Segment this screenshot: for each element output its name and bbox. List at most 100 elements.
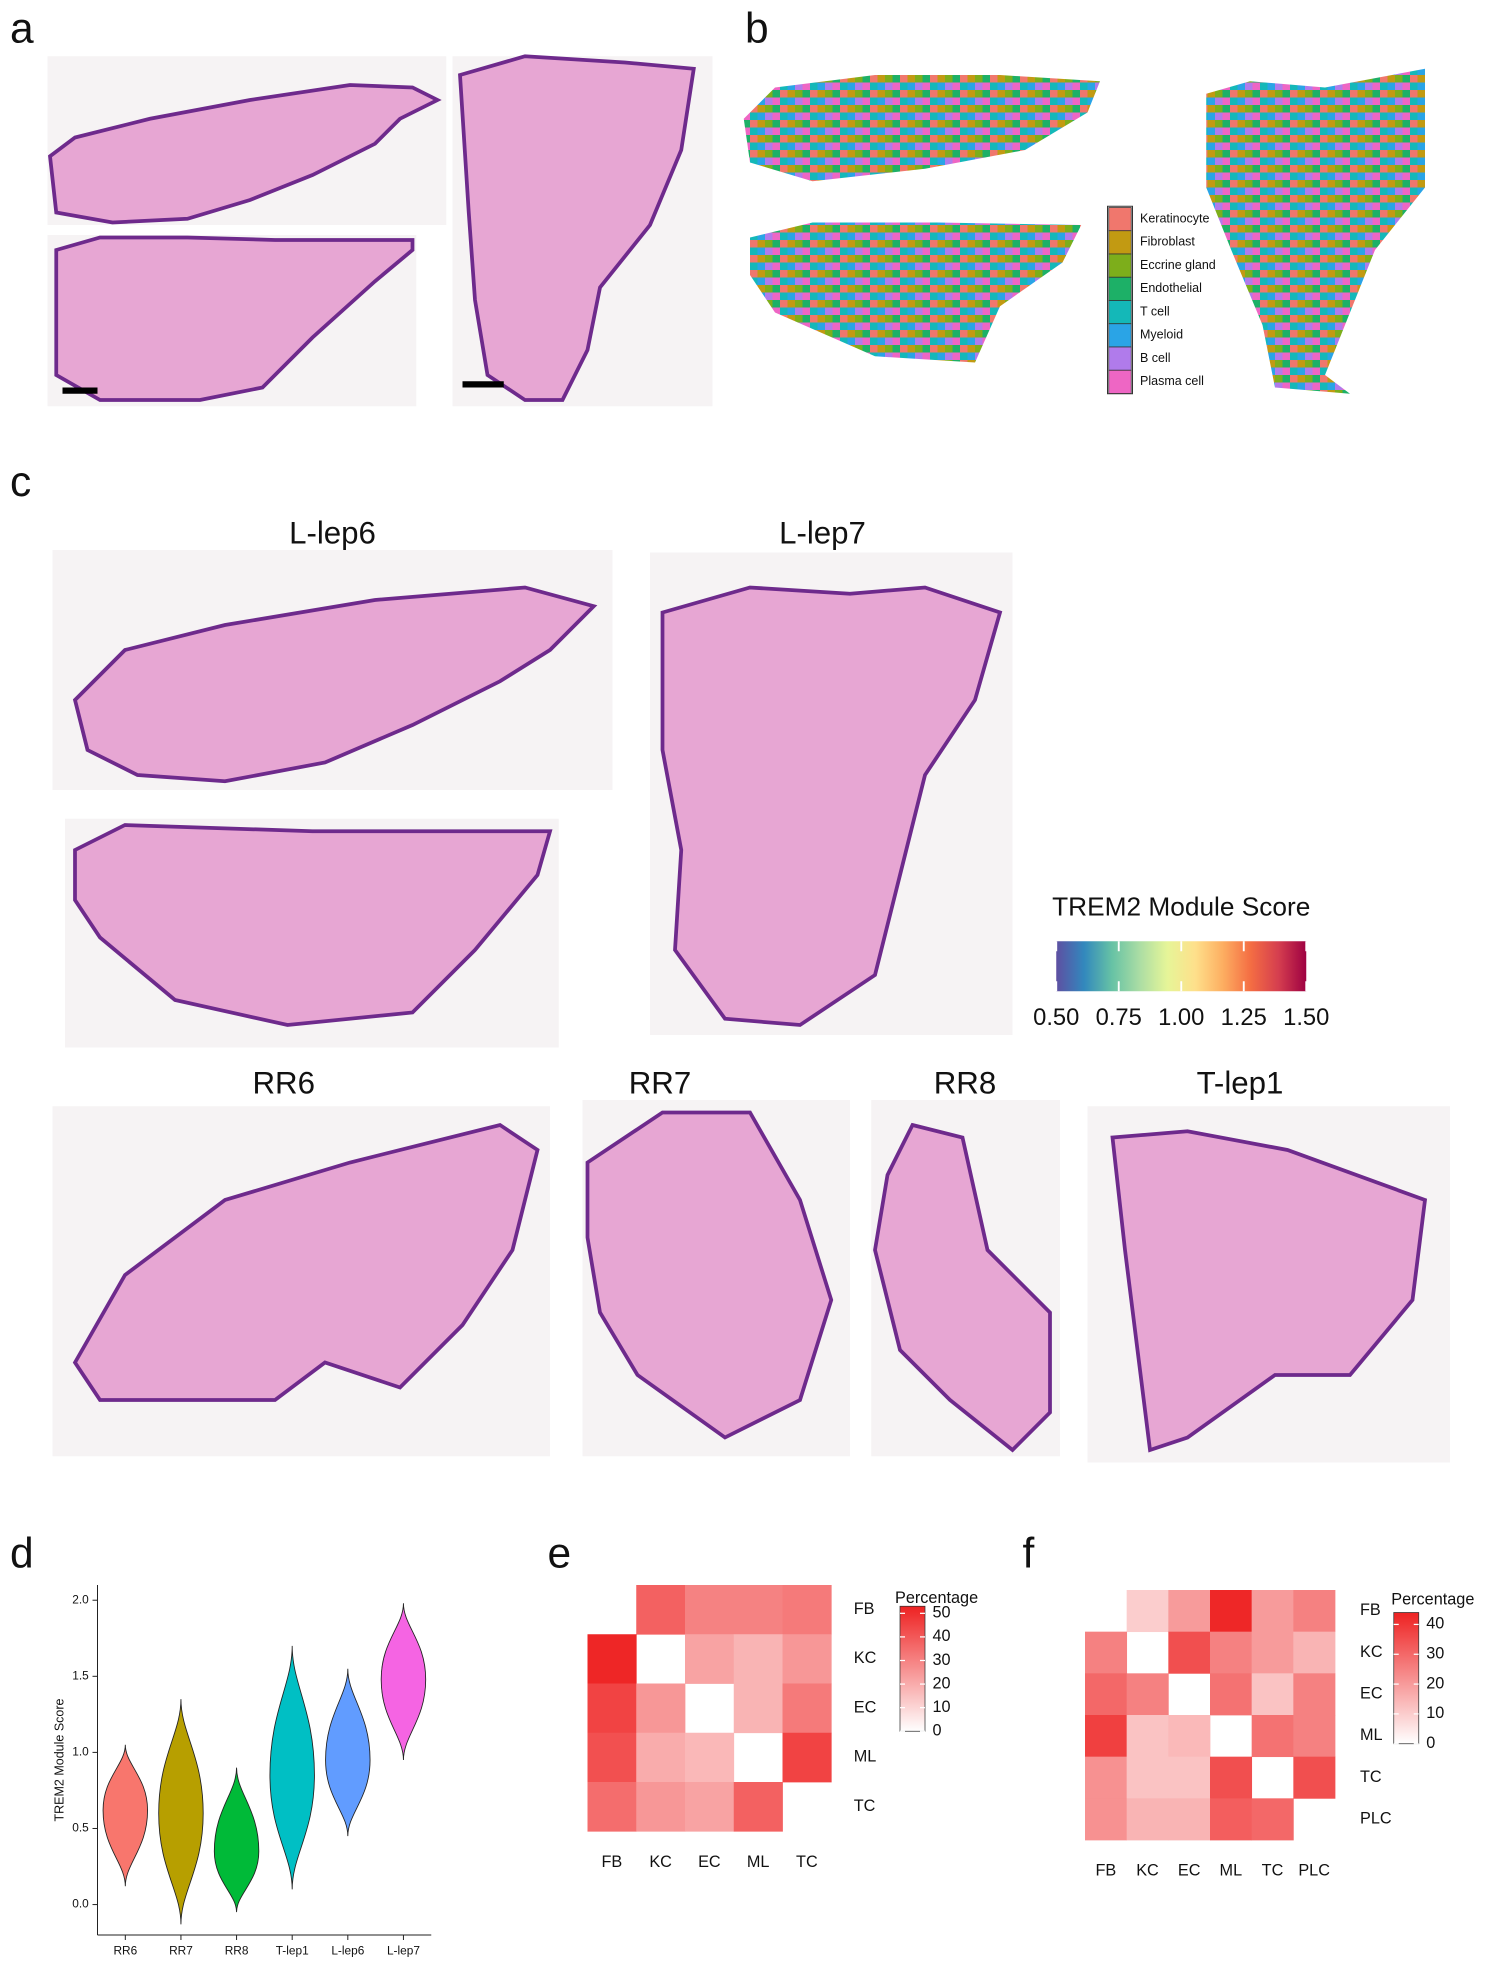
- heatmap-cell: [636, 1782, 686, 1832]
- scale-bar: [462, 381, 504, 388]
- heatmap-cell: [587, 1683, 637, 1734]
- heatmap-cell: [733, 1683, 783, 1734]
- colorbar-tick-label: 20: [1426, 1674, 1444, 1692]
- legend-swatch: [1108, 346, 1132, 371]
- heatmap-cell: [1126, 1798, 1169, 1841]
- spatial-map: [1206, 68, 1425, 394]
- legend-label: Myeloid: [1140, 328, 1183, 342]
- violin: [269, 1645, 315, 1890]
- legend-label: B cell: [1140, 351, 1171, 365]
- heatmap-cell: [733, 1782, 783, 1832]
- heatmap-cell: [1085, 1798, 1128, 1841]
- colorbar-tick-label: 20: [933, 1674, 951, 1692]
- row-label: KC: [854, 1649, 877, 1667]
- colorbar-tick-label: 30: [933, 1651, 951, 1669]
- heatmap-cell: [1126, 1756, 1169, 1799]
- heatmap-cell: [1210, 1590, 1253, 1633]
- legend-title: Percentage: [1391, 1590, 1474, 1608]
- row-label: PLC: [1360, 1809, 1392, 1827]
- tissue: [873, 1122, 1052, 1453]
- y-tick-label: 0.0: [72, 1897, 89, 1911]
- section-title: L-lep7: [779, 515, 866, 550]
- heatmap-cell: [1085, 1756, 1128, 1799]
- heatmap-cell: [782, 1683, 832, 1734]
- legend-label: Fibroblast: [1140, 235, 1195, 249]
- panel-a-images: [47, 54, 713, 407]
- heatmap-cell: [1126, 1715, 1169, 1758]
- heatmap-cell: [1293, 1756, 1336, 1799]
- colorbar-tick-label: 1.50: [1283, 1004, 1329, 1031]
- heatmap-cell: [733, 1634, 783, 1684]
- heatmap-cell: [1085, 1673, 1128, 1716]
- heatmap-cell: [1210, 1673, 1253, 1716]
- tissue: [1110, 1129, 1428, 1453]
- legend-label: Keratinocyte: [1140, 211, 1210, 225]
- legend-label: T cell: [1140, 304, 1170, 318]
- colorbar-gradient: [1393, 1612, 1420, 1745]
- column-label: KC: [1136, 1862, 1159, 1880]
- heatmap-cell: [1168, 1631, 1211, 1674]
- row-label: ML: [1360, 1726, 1383, 1744]
- cell-type-legend: Keratinocyte Fibroblast Eccrine gland Endot…: [1107, 205, 1216, 395]
- violin: [213, 1767, 260, 1913]
- y-tick-label: 1.5: [72, 1668, 89, 1682]
- spatial-map: [750, 222, 1082, 363]
- row-label: KC: [1360, 1643, 1383, 1661]
- scale-bar: [62, 387, 98, 394]
- heatmap-cell: [782, 1634, 832, 1684]
- row-label: TC: [1360, 1768, 1382, 1786]
- heatmap-cell: [1251, 1715, 1294, 1758]
- y-tick-label: 1.0: [72, 1745, 89, 1759]
- section-title: RR8: [934, 1065, 997, 1100]
- heatmap-cell: [1168, 1798, 1211, 1841]
- column-label: EC: [1178, 1862, 1201, 1880]
- column-label: ML: [1220, 1862, 1243, 1880]
- x-tick-label: L-lep6: [331, 1943, 364, 1957]
- colorbar-tick-label: 0.75: [1096, 1004, 1142, 1031]
- heatmap-cell: [1293, 1673, 1336, 1716]
- x-tick-label: L-lep7: [387, 1943, 420, 1957]
- heatmap-cell: [1293, 1715, 1336, 1758]
- heatmap-cell: [782, 1585, 832, 1635]
- colorbar-tick-label: 0: [933, 1722, 942, 1740]
- colorbar-tick-label: 10: [1426, 1704, 1444, 1722]
- heatmap-cell: [1085, 1631, 1128, 1674]
- panel-label: f: [1023, 1530, 1035, 1577]
- colorbar: 0.50 0.75 1.00 1.25 1.50: [1033, 941, 1329, 1031]
- x-tick-label: RR8: [225, 1943, 249, 1957]
- colorbar-title: TREM2 Module Score: [1052, 892, 1310, 922]
- row-label: EC: [1360, 1684, 1383, 1702]
- tissue: [72, 1122, 540, 1402]
- column-label: FB: [601, 1853, 622, 1871]
- section-title: T-lep1: [1197, 1065, 1284, 1100]
- heatmap-cell: [1210, 1631, 1253, 1674]
- legend-swatch: [1108, 230, 1132, 255]
- heatmap-cell: [1251, 1631, 1294, 1674]
- charts: TREM2 Module Score 0.0 0.5 1.0 1.5 2.0 RR6 RR7 R…: [52, 1585, 1474, 1957]
- row-label: EC: [854, 1698, 877, 1716]
- heatmap-cell: [1210, 1756, 1253, 1799]
- row-label: TC: [854, 1797, 876, 1815]
- heatmap-cell: [636, 1732, 686, 1783]
- x-tick-label: T-lep1: [276, 1943, 309, 1957]
- heatmap-cell: [1251, 1798, 1294, 1841]
- heatmap-cell: [587, 1634, 637, 1684]
- legend-swatch: [1108, 300, 1132, 325]
- heatmap-cell: [1168, 1715, 1211, 1758]
- legend-label: Endothelial: [1140, 281, 1202, 295]
- violin: [102, 1744, 149, 1887]
- tissue: [660, 585, 1003, 1027]
- panel-b-maps: [743, 68, 1425, 394]
- heatmap-cell: [1210, 1798, 1253, 1841]
- row-label: ML: [854, 1748, 877, 1766]
- y-tick-label: 2.0: [72, 1592, 89, 1606]
- violin: [325, 1668, 371, 1837]
- heatmap-cell: [1126, 1590, 1169, 1633]
- heatmap-cell: [1293, 1631, 1336, 1674]
- legend-swatch: [1108, 253, 1132, 278]
- tissue: [48, 83, 442, 225]
- heatmap-cell: [685, 1585, 735, 1635]
- column-label: TC: [796, 1853, 818, 1871]
- tissue: [73, 823, 553, 1027]
- colorbar-tick-label: 40: [1426, 1615, 1444, 1633]
